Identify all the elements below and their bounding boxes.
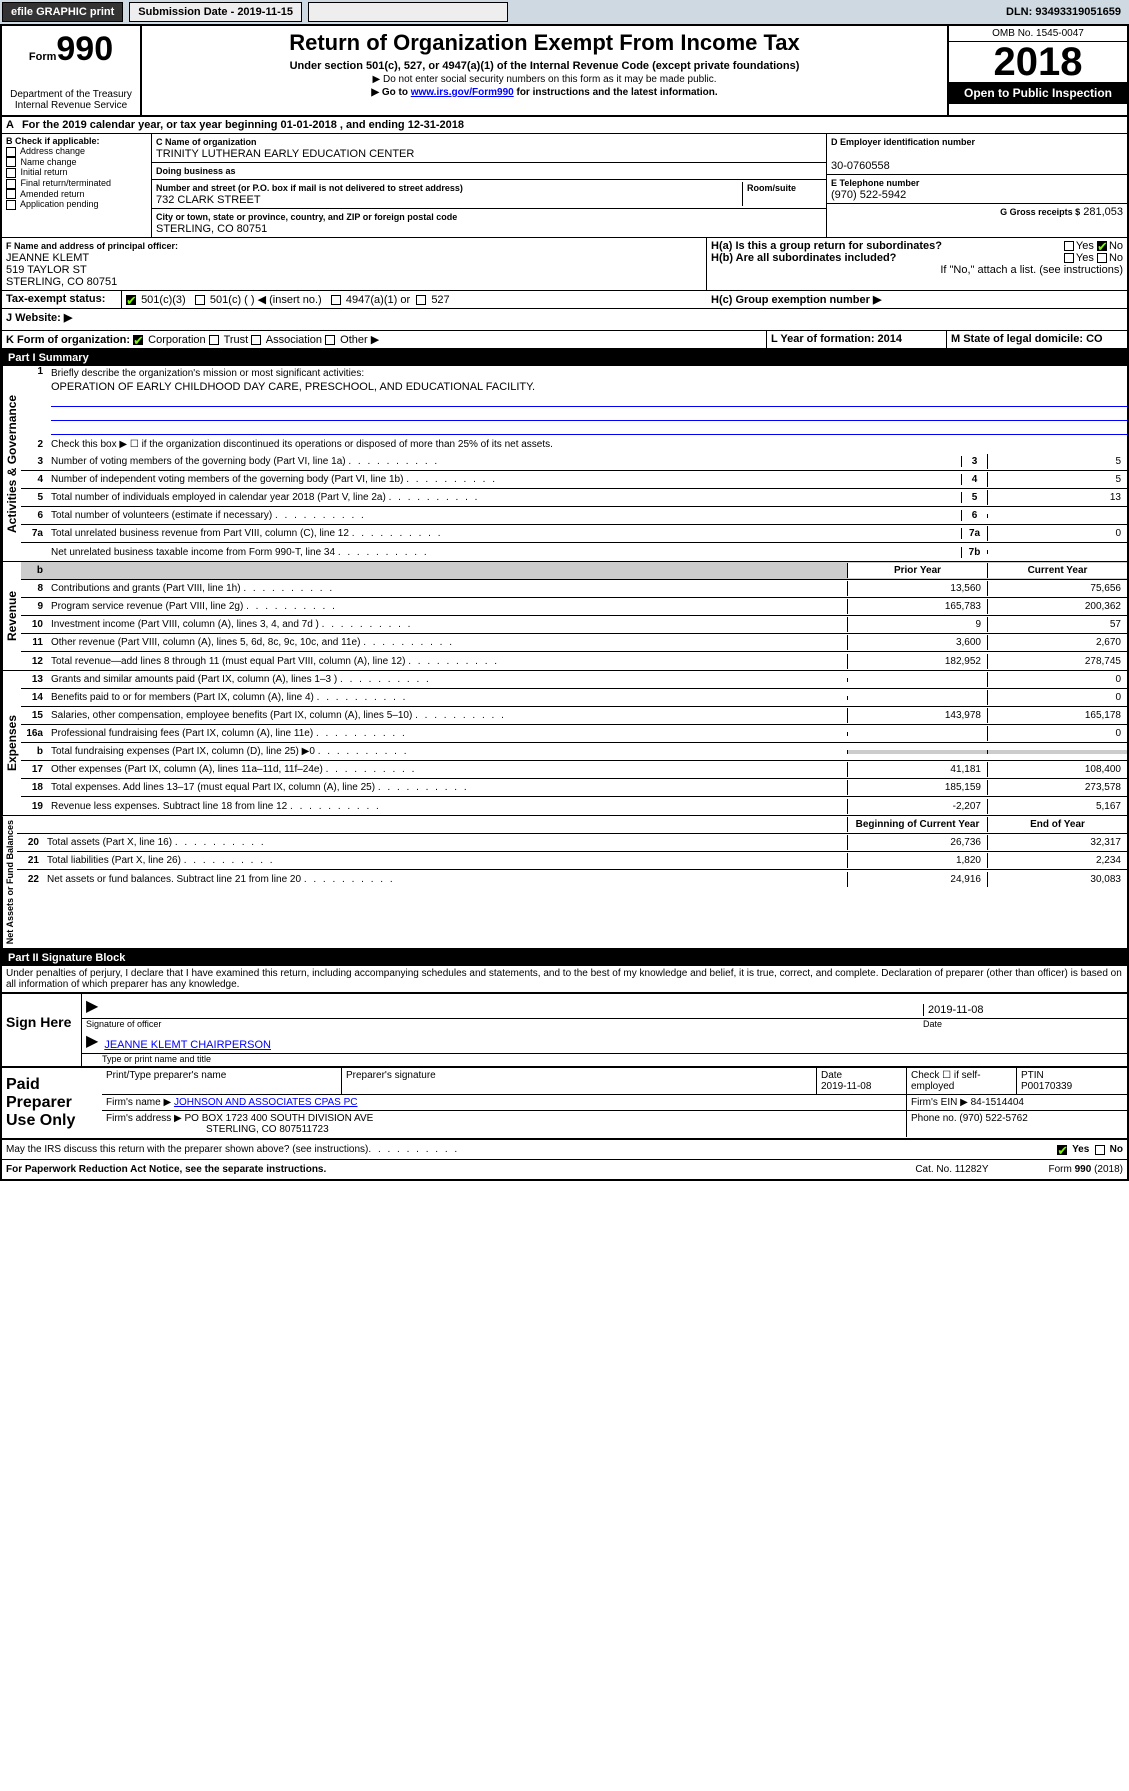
submission-button[interactable]: Submission Date - 2019-11-15 xyxy=(129,2,302,22)
declaration: Under penalties of perjury, I declare th… xyxy=(2,966,1127,992)
summary-row: 15Salaries, other compensation, employee… xyxy=(21,707,1127,725)
org-city: STERLING, CO 80751 xyxy=(156,223,267,235)
checkbox-item[interactable]: Initial return xyxy=(6,167,147,178)
firm-address: PO BOX 1723 400 SOUTH DIVISION AVE xyxy=(185,1113,374,1124)
firm-name: JOHNSON AND ASSOCIATES CPAS PC xyxy=(174,1097,358,1108)
revenue-section: Revenue bPrior YearCurrent Year 8Contrib… xyxy=(2,562,1127,671)
summary-row: 17Other expenses (Part IX, column (A), l… xyxy=(21,761,1127,779)
discuss-row: May the IRS discuss this return with the… xyxy=(2,1140,1127,1160)
form-container: Form990 Department of the Treasury Inter… xyxy=(0,24,1129,1181)
footer: For Paperwork Reduction Act Notice, see … xyxy=(2,1160,1127,1179)
website-row: J Website: ▶ xyxy=(2,309,1127,331)
form-title: Return of Organization Exempt From Incom… xyxy=(146,30,943,56)
ein: 30-0760558 xyxy=(831,160,890,172)
summary-row: 18Total expenses. Add lines 13–17 (must … xyxy=(21,779,1127,797)
form-label: Form xyxy=(29,51,57,63)
part1-header: Part I Summary xyxy=(2,350,1127,366)
summary-row: 14Benefits paid to or for members (Part … xyxy=(21,689,1127,707)
paid-preparer-section: Paid Preparer Use Only Print/Type prepar… xyxy=(2,1066,1127,1140)
summary-row: 3Number of voting members of the governi… xyxy=(21,453,1127,471)
checkbox-item[interactable]: Application pending xyxy=(6,199,147,210)
gross-receipts: 281,053 xyxy=(1083,206,1123,218)
section-b: B Check if applicable: Address change Na… xyxy=(2,134,152,237)
blank-button[interactable] xyxy=(308,2,508,22)
summary-row: bTotal fundraising expenses (Part IX, co… xyxy=(21,743,1127,761)
note-link: ▶ Go to www.irs.gov/Form990 for instruct… xyxy=(146,87,943,98)
summary-row: 6Total number of volunteers (estimate if… xyxy=(21,507,1127,525)
mission-text: OPERATION OF EARLY CHILDHOOD DAY CARE, P… xyxy=(21,381,1127,393)
summary-row: 22Net assets or fund balances. Subtract … xyxy=(17,870,1127,888)
irs-link[interactable]: www.irs.gov/Form990 xyxy=(411,87,514,98)
checkbox-item[interactable]: Final return/terminated xyxy=(6,178,147,189)
section-a: AFor the 2019 calendar year, or tax year… xyxy=(2,117,1127,134)
tax-exempt-row: Tax-exempt status: 501(c)(3) 501(c) ( ) … xyxy=(2,291,1127,309)
expenses-section: Expenses 13Grants and similar amounts pa… xyxy=(2,671,1127,816)
summary-row: 20Total assets (Part X, line 16) 26,7363… xyxy=(17,834,1127,852)
summary-row: 5Total number of individuals employed in… xyxy=(21,489,1127,507)
tax-year: 2018 xyxy=(949,42,1127,82)
section-fh: F Name and address of principal officer:… xyxy=(2,238,1127,291)
governance-section: Activities & Governance 1Briefly describ… xyxy=(2,366,1127,562)
summary-row: Net unrelated business taxable income fr… xyxy=(21,543,1127,561)
sections-bcde: B Check if applicable: Address change Na… xyxy=(2,134,1127,238)
dept-text: Department of the Treasury Internal Reve… xyxy=(6,89,136,111)
firm-phone: (970) 522-5762 xyxy=(959,1113,1027,1124)
summary-row: 19Revenue less expenses. Subtract line 1… xyxy=(21,797,1127,815)
officer-signature: JEANNE KLEMT CHAIRPERSON xyxy=(104,1039,271,1051)
section-klm: K Form of organization: Corporation Trus… xyxy=(2,331,1127,350)
phone: (970) 522-5942 xyxy=(831,189,906,201)
checkbox-item[interactable]: Address change xyxy=(6,146,147,157)
section-c: C Name of organizationTRINITY LUTHERAN E… xyxy=(152,134,827,237)
org-name: TRINITY LUTHERAN EARLY EDUCATION CENTER xyxy=(156,148,414,160)
section-de: D Employer identification number30-07605… xyxy=(827,134,1127,237)
summary-row: 9Program service revenue (Part VIII, lin… xyxy=(21,598,1127,616)
summary-row: 4Number of independent voting members of… xyxy=(21,471,1127,489)
sign-here-section: Sign Here ▶2019-11-08 Signature of offic… xyxy=(2,992,1127,1066)
netassets-section: Net Assets or Fund Balances Beginning of… xyxy=(2,816,1127,950)
summary-row: 12Total revenue—add lines 8 through 11 (… xyxy=(21,652,1127,670)
efile-button[interactable]: efile GRAPHIC print xyxy=(2,2,123,22)
part2-header: Part II Signature Block xyxy=(2,950,1127,966)
form-number: 990 xyxy=(56,30,113,68)
org-address: 732 CLARK STREET xyxy=(156,194,261,206)
summary-row: 8Contributions and grants (Part VIII, li… xyxy=(21,580,1127,598)
summary-row: 7aTotal unrelated business revenue from … xyxy=(21,525,1127,543)
officer-name: JEANNE KLEMT xyxy=(6,252,89,264)
summary-row: 21Total liabilities (Part X, line 26) 1,… xyxy=(17,852,1127,870)
firm-ein: 84-1514404 xyxy=(971,1097,1024,1108)
form-header: Form990 Department of the Treasury Inter… xyxy=(2,26,1127,117)
dln-text: DLN: 93493319051659 xyxy=(1006,6,1127,18)
checkbox-item[interactable]: Name change xyxy=(6,157,147,168)
open-public: Open to Public Inspection xyxy=(949,82,1127,104)
ptin: P00170339 xyxy=(1021,1081,1072,1092)
form-subtitle: Under section 501(c), 527, or 4947(a)(1)… xyxy=(146,60,943,72)
checkbox-item[interactable]: Amended return xyxy=(6,189,147,200)
top-bar: efile GRAPHIC print Submission Date - 20… xyxy=(0,0,1129,24)
summary-row: 16aProfessional fundraising fees (Part I… xyxy=(21,725,1127,743)
summary-row: 10Investment income (Part VIII, column (… xyxy=(21,616,1127,634)
summary-row: 11Other revenue (Part VIII, column (A), … xyxy=(21,634,1127,652)
summary-row: 13Grants and similar amounts paid (Part … xyxy=(21,671,1127,689)
note-ssn: ▶ Do not enter social security numbers o… xyxy=(146,74,943,85)
